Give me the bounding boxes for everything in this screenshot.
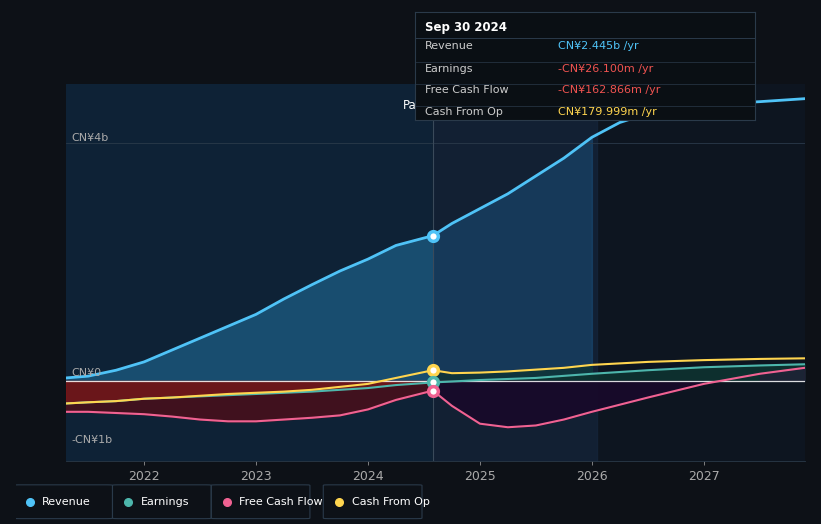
Text: Free Cash Flow: Free Cash Flow — [240, 497, 323, 507]
Text: CN¥4b: CN¥4b — [71, 133, 108, 143]
Text: Earnings: Earnings — [140, 497, 190, 507]
Text: Revenue: Revenue — [425, 41, 474, 51]
Text: Cash From Op: Cash From Op — [425, 107, 503, 117]
Text: Revenue: Revenue — [42, 497, 91, 507]
Text: Earnings: Earnings — [425, 64, 474, 74]
Text: Past: Past — [402, 99, 427, 112]
Bar — [433, 84, 805, 461]
Text: Analysts Forecasts: Analysts Forecasts — [438, 99, 548, 112]
Bar — [66, 84, 433, 461]
Text: Free Cash Flow: Free Cash Flow — [425, 85, 509, 95]
Text: -CN¥162.866m /yr: -CN¥162.866m /yr — [557, 85, 660, 95]
Text: Sep 30 2024: Sep 30 2024 — [425, 20, 507, 34]
Text: Cash From Op: Cash From Op — [351, 497, 429, 507]
Text: CN¥0: CN¥0 — [71, 368, 102, 378]
Bar — [433, 84, 598, 461]
Text: -CN¥1b: -CN¥1b — [71, 435, 112, 445]
Text: CN¥179.999m /yr: CN¥179.999m /yr — [557, 107, 657, 117]
Text: CN¥2.445b /yr: CN¥2.445b /yr — [557, 41, 639, 51]
Text: -CN¥26.100m /yr: -CN¥26.100m /yr — [557, 64, 653, 74]
